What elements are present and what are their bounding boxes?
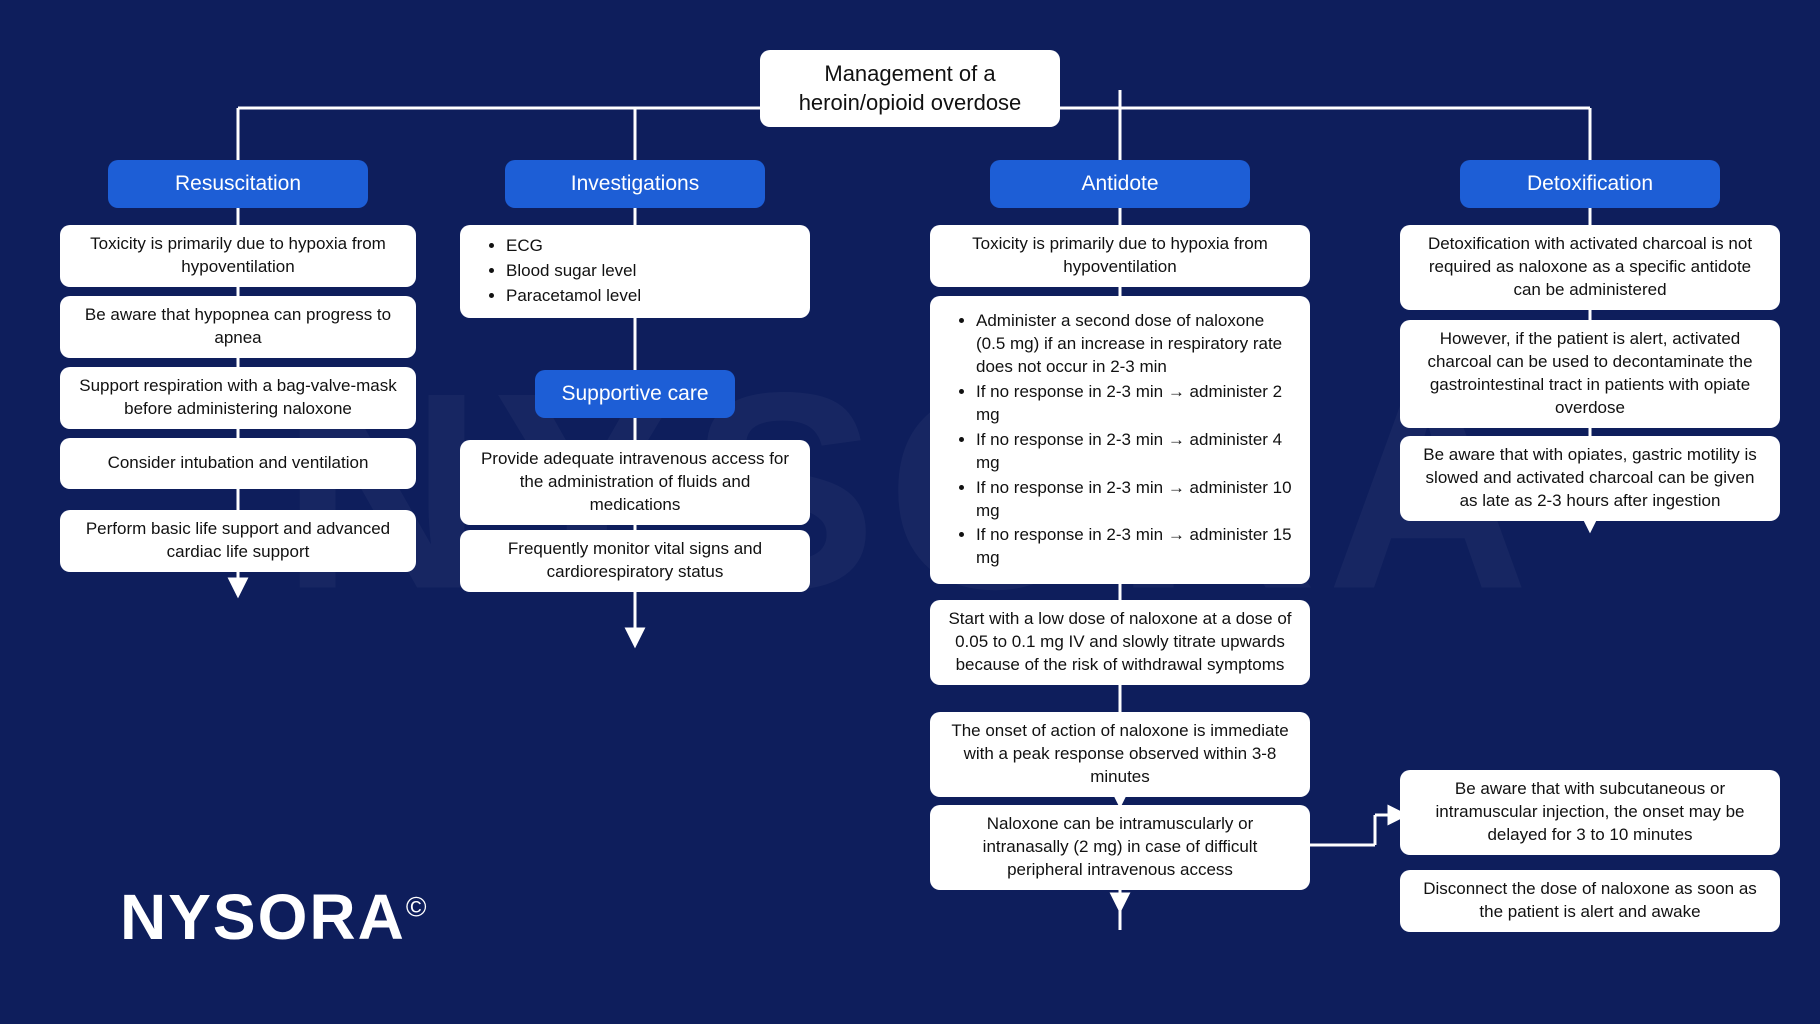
header-detox: Detoxification: [1460, 160, 1720, 208]
invest-bullet-1: Blood sugar level: [506, 260, 792, 283]
resus-box-3: Consider intubation and ventilation: [60, 438, 416, 489]
header-resuscitation: Resuscitation: [108, 160, 368, 208]
supportive-box-1: Frequently monitor vital signs and cardi…: [460, 530, 810, 592]
chart-title: Management of a heroin/opioid overdose: [760, 50, 1060, 127]
antidote-branch-1: Disconnect the dose of naloxone as soon …: [1400, 870, 1780, 932]
antidote-item-0: Start with a low dose of naloxone at a d…: [930, 600, 1310, 685]
detox-box-1: However, if the patient is alert, activa…: [1400, 320, 1780, 428]
dose-bullet-3: If no response in 2-3 min → administer 1…: [976, 477, 1292, 523]
detox-box-2: Be aware that with opiates, gastric moti…: [1400, 436, 1780, 521]
detox-box-0: Detoxification with activated charcoal i…: [1400, 225, 1780, 310]
logo-mark: ©: [406, 892, 429, 923]
invest-bullet-0: ECG: [506, 235, 792, 258]
resus-box-4: Perform basic life support and advanced …: [60, 510, 416, 572]
header-supportive: Supportive care: [535, 370, 735, 418]
antidote-dose-bullets: Administer a second dose of naloxone (0.…: [930, 296, 1310, 584]
invest-bullet-2: Paracetamol level: [506, 285, 792, 308]
dose-bullet-0: Administer a second dose of naloxone (0.…: [976, 310, 1292, 379]
resus-box-1: Be aware that hypopnea can progress to a…: [60, 296, 416, 358]
supportive-box-0: Provide adequate intravenous access for …: [460, 440, 810, 525]
antidote-branch-0: Be aware that with subcutaneous or intra…: [1400, 770, 1780, 855]
resus-box-2: Support respiration with a bag-valve-mas…: [60, 367, 416, 429]
header-investigations: Investigations: [505, 160, 765, 208]
dose-bullet-2: If no response in 2-3 min → administer 4…: [976, 429, 1292, 475]
resus-box-0: Toxicity is primarily due to hypoxia fro…: [60, 225, 416, 287]
title-text: Management of a heroin/opioid overdose: [799, 61, 1022, 115]
antidote-top: Toxicity is primarily due to hypoxia fro…: [930, 225, 1310, 287]
antidote-item-1: The onset of action of naloxone is immed…: [930, 712, 1310, 797]
logo-text: NYSORA: [120, 881, 406, 953]
brand-logo: NYSORA©: [120, 880, 428, 954]
invest-bullets: ECG Blood sugar level Paracetamol level: [460, 225, 810, 318]
dose-bullet-4: If no response in 2-3 min → administer 1…: [976, 524, 1292, 570]
antidote-item-2: Naloxone can be intramuscularly or intra…: [930, 805, 1310, 890]
dose-bullet-1: If no response in 2-3 min → administer 2…: [976, 381, 1292, 427]
header-antidote: Antidote: [990, 160, 1250, 208]
